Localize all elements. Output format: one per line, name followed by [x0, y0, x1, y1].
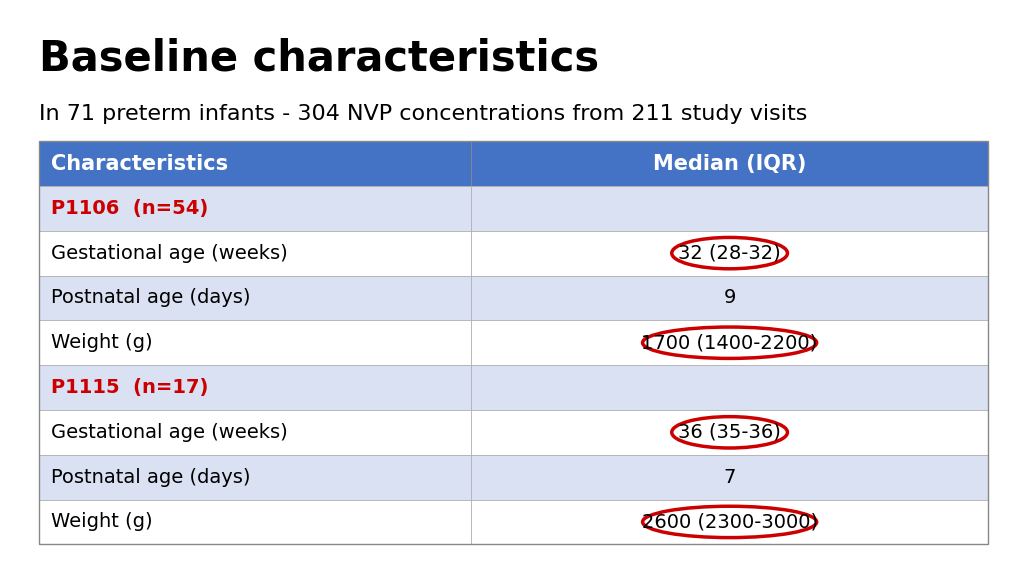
FancyBboxPatch shape: [471, 410, 988, 454]
Text: Gestational age (weeks): Gestational age (weeks): [51, 244, 288, 263]
Text: 1700 (1400-2200): 1700 (1400-2200): [641, 334, 818, 352]
Text: P1115  (n=17): P1115 (n=17): [51, 378, 209, 397]
Text: Baseline characteristics: Baseline characteristics: [39, 37, 599, 79]
Text: Gestational age (weeks): Gestational age (weeks): [51, 423, 288, 442]
FancyBboxPatch shape: [471, 141, 988, 186]
FancyBboxPatch shape: [39, 141, 471, 186]
FancyBboxPatch shape: [471, 320, 988, 365]
FancyBboxPatch shape: [39, 365, 471, 410]
FancyBboxPatch shape: [39, 499, 471, 544]
FancyBboxPatch shape: [39, 186, 471, 231]
FancyBboxPatch shape: [39, 231, 471, 275]
FancyBboxPatch shape: [39, 410, 471, 454]
FancyBboxPatch shape: [471, 186, 988, 231]
Text: Postnatal age (days): Postnatal age (days): [51, 468, 251, 487]
Text: 2600 (2300-3000): 2600 (2300-3000): [642, 513, 817, 532]
Text: P1106  (n=54): P1106 (n=54): [51, 199, 209, 218]
FancyBboxPatch shape: [39, 275, 471, 320]
Text: In 71 preterm infants - 304 NVP concentrations from 211 study visits: In 71 preterm infants - 304 NVP concentr…: [39, 104, 807, 124]
Text: Postnatal age (days): Postnatal age (days): [51, 289, 251, 308]
FancyBboxPatch shape: [39, 454, 471, 499]
FancyBboxPatch shape: [39, 320, 471, 365]
Text: Weight (g): Weight (g): [51, 334, 153, 352]
FancyBboxPatch shape: [471, 499, 988, 544]
Text: 9: 9: [723, 289, 736, 308]
FancyBboxPatch shape: [471, 454, 988, 499]
FancyBboxPatch shape: [471, 365, 988, 410]
Text: 32 (28-32): 32 (28-32): [678, 244, 781, 263]
Text: Median (IQR): Median (IQR): [653, 154, 806, 173]
Text: Characteristics: Characteristics: [51, 154, 228, 173]
Text: 7: 7: [723, 468, 736, 487]
Text: 36 (35-36): 36 (35-36): [678, 423, 781, 442]
FancyBboxPatch shape: [471, 275, 988, 320]
Text: Weight (g): Weight (g): [51, 513, 153, 532]
FancyBboxPatch shape: [471, 231, 988, 275]
